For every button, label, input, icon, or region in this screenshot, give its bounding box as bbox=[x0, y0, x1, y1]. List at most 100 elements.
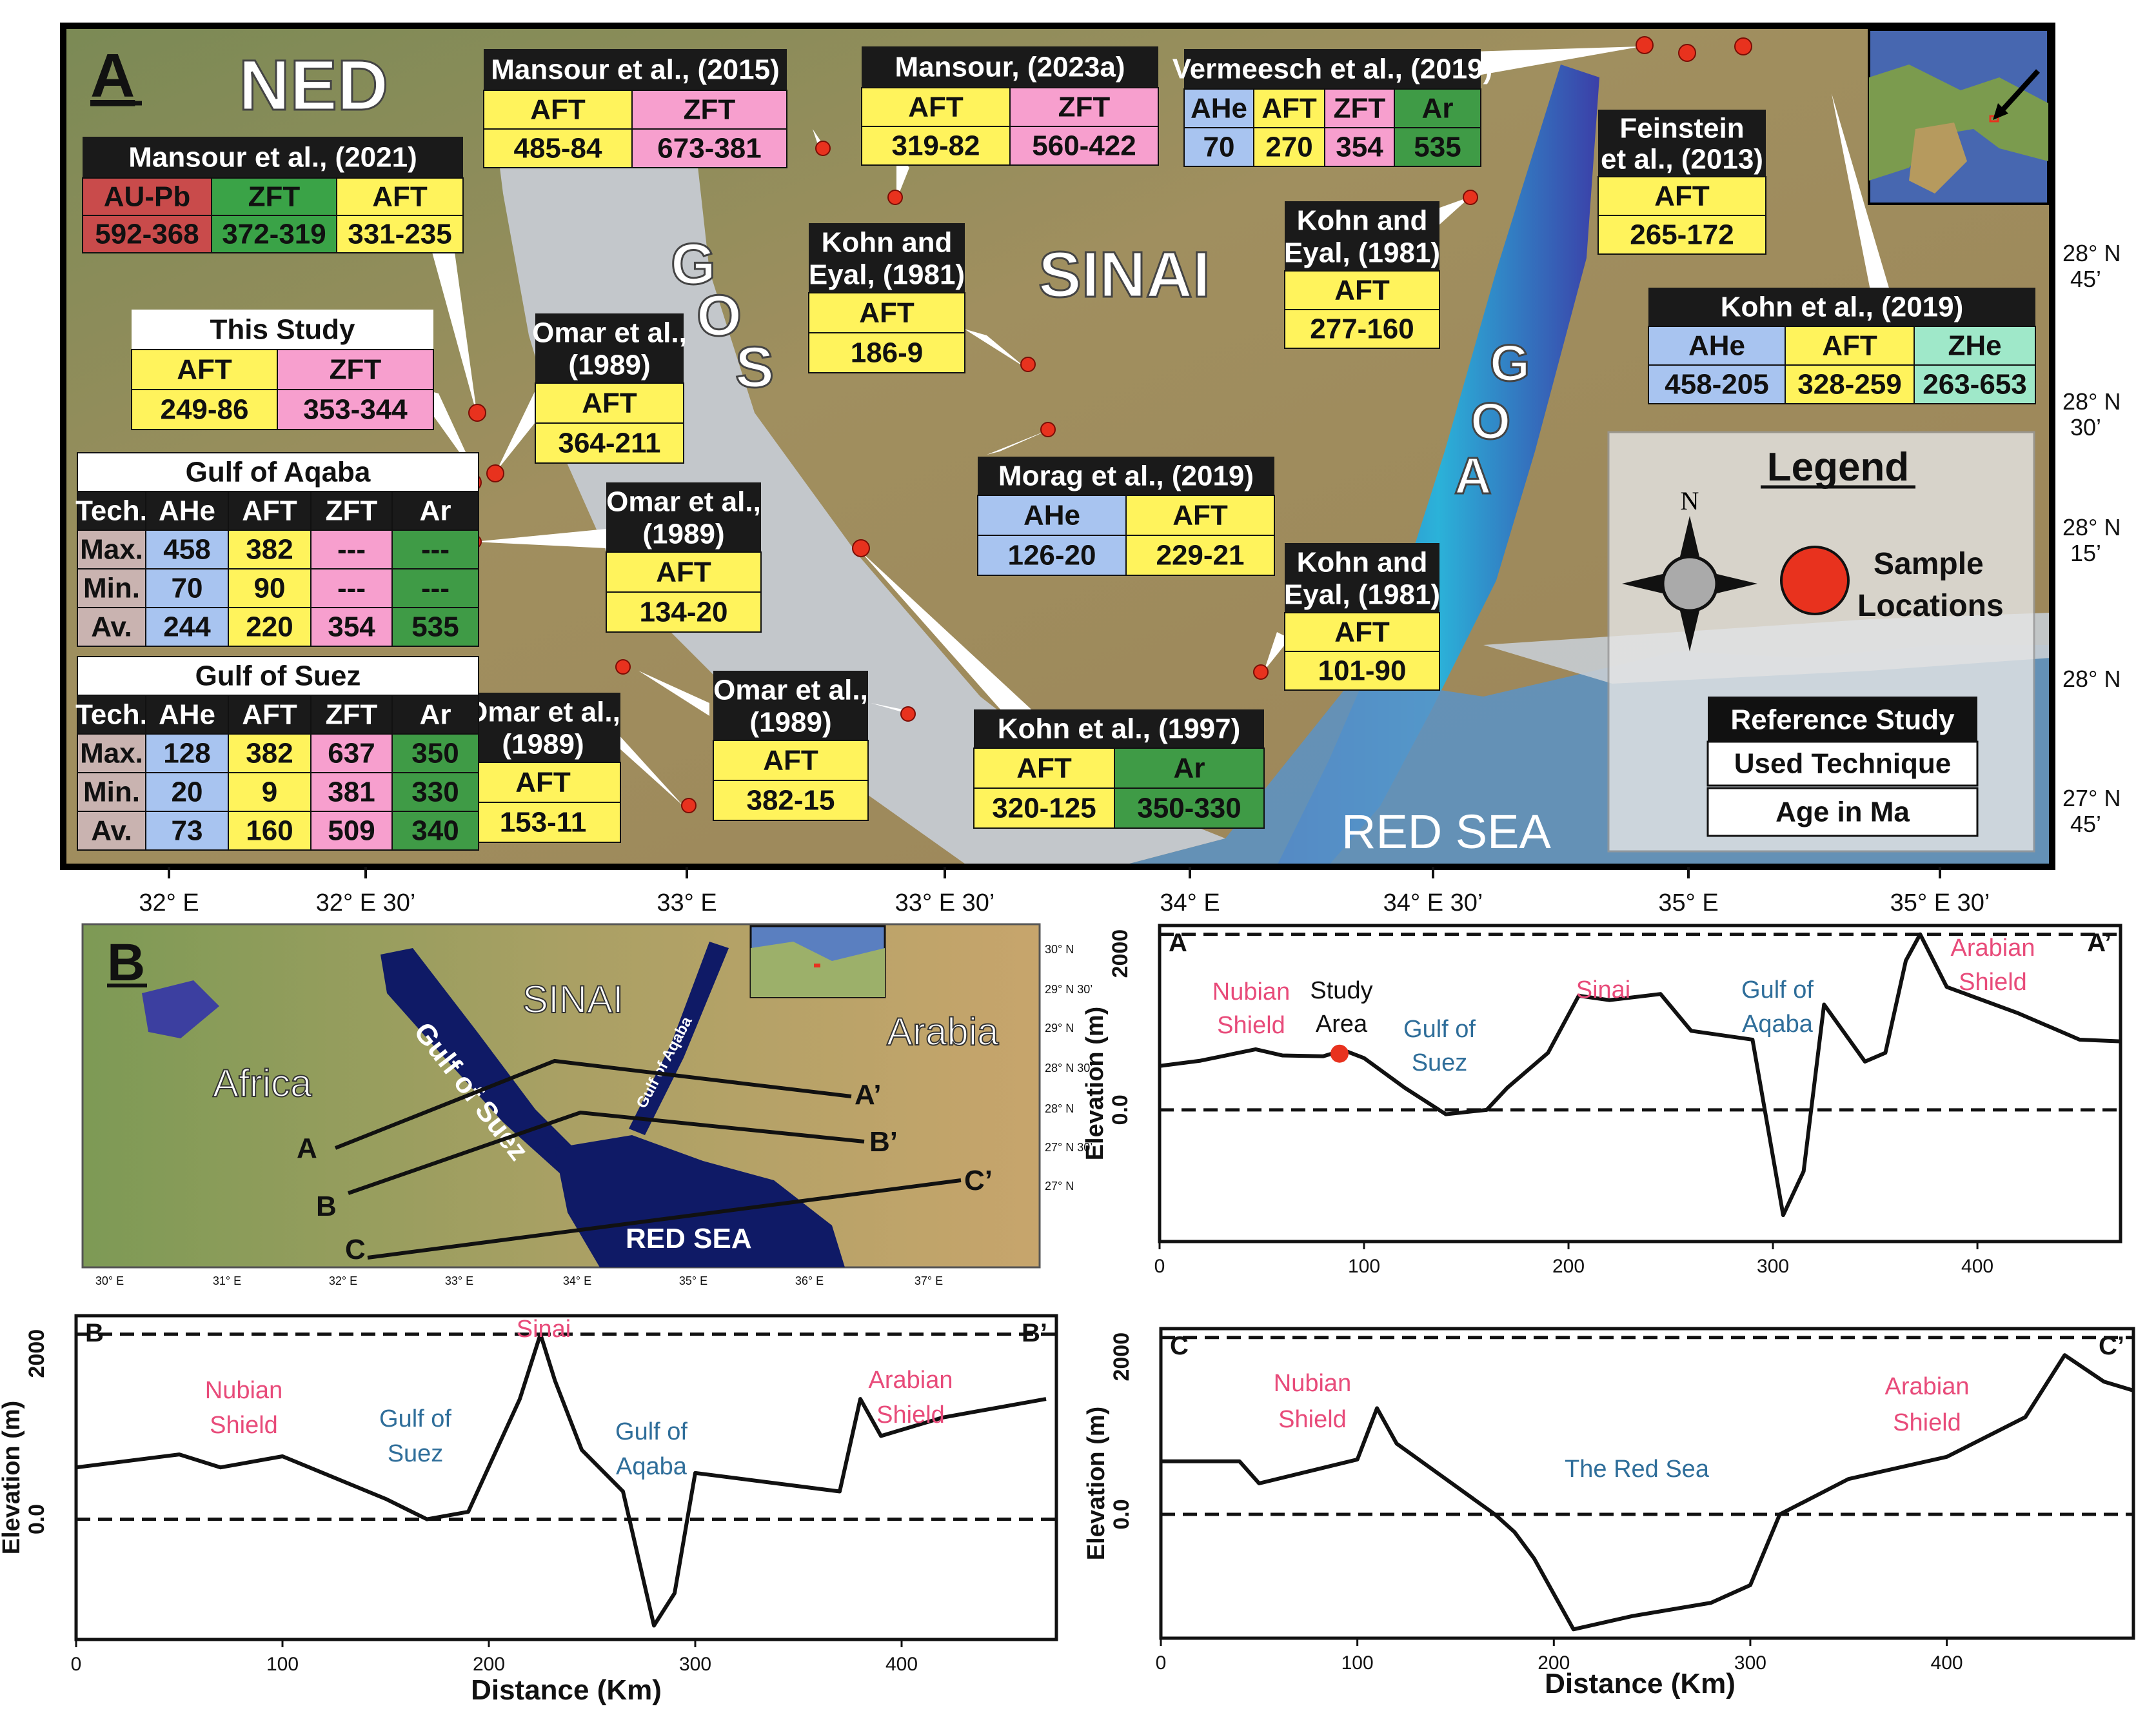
reference-box: Omar et al.,(1989) AFT 134-20 bbox=[606, 482, 762, 633]
latitude-tick: 27° N 30’ bbox=[1045, 1141, 1093, 1154]
legend-technique: Used Technique bbox=[1734, 748, 1952, 780]
x-tick: 400 bbox=[1961, 1256, 1993, 1277]
technique-label: ZFT bbox=[330, 354, 382, 386]
age-value: 126-20 bbox=[1007, 540, 1096, 571]
table-cell: Max. bbox=[80, 738, 143, 769]
table-cell: Min. bbox=[83, 777, 140, 808]
age-value: 354 bbox=[1336, 132, 1383, 163]
profile-b-start: B bbox=[316, 1191, 337, 1222]
map-b-gulf-suez bbox=[381, 948, 580, 1180]
technique-label: AHe bbox=[1191, 93, 1247, 124]
profile-label: Area bbox=[1316, 1011, 1368, 1038]
reference-title: Eyal, (1981) bbox=[1284, 237, 1440, 268]
age-value: 592-368 bbox=[95, 219, 199, 250]
table-cell: 381 bbox=[328, 777, 375, 808]
latitude-tick: 30° N bbox=[1045, 943, 1074, 956]
reference-title: Mansour et al., (2021) bbox=[128, 142, 417, 173]
profile-label: Shield bbox=[1893, 1409, 1961, 1436]
longitude-tick: 32° E bbox=[139, 889, 199, 916]
map-b-africa: Africa bbox=[213, 1062, 312, 1105]
map-b-arabia: Arabia bbox=[887, 1010, 999, 1053]
longitude-tick: 33° E bbox=[657, 889, 717, 916]
age-value: 560-422 bbox=[1032, 130, 1136, 162]
y-axis-label: Elevation (m) bbox=[1083, 1407, 1110, 1561]
latitude-tick: 28° N bbox=[1045, 1102, 1074, 1115]
profile-label: Nubian bbox=[1212, 978, 1290, 1005]
table-cell: 160 bbox=[246, 815, 293, 847]
profile-label: Gulf of bbox=[1403, 1016, 1476, 1043]
reference-box: Omar et al.,(1989) AFT 382-15 bbox=[713, 671, 869, 821]
technique-label: AFT bbox=[1261, 93, 1317, 124]
table-cell: Ar bbox=[420, 699, 451, 731]
profile-label: Sinai bbox=[517, 1316, 571, 1343]
table-cell: AHe bbox=[159, 495, 215, 527]
x-tick: 400 bbox=[885, 1654, 918, 1675]
map-b-nile-lake bbox=[142, 980, 219, 1038]
north-arrow-icon: N bbox=[1622, 486, 1757, 651]
technique-label: AFT bbox=[859, 297, 915, 329]
technique-label: AFT bbox=[177, 354, 232, 386]
technique-label: AU-Pb bbox=[104, 181, 190, 213]
legend-ref-study: Reference Study bbox=[1730, 704, 1955, 736]
table-cell: 244 bbox=[163, 611, 211, 643]
longitude-tick: 31° E bbox=[213, 1274, 241, 1287]
age-value: 353-344 bbox=[303, 394, 408, 426]
age-value: 364-211 bbox=[558, 428, 660, 459]
table-cell: Av. bbox=[91, 611, 132, 643]
map-b-sinai: SINAI bbox=[522, 978, 624, 1021]
sample-point bbox=[486, 464, 504, 482]
table-cell: 330 bbox=[411, 777, 459, 808]
table-cell: 509 bbox=[328, 815, 375, 847]
reference-title: Feinstein bbox=[1619, 113, 1744, 144]
reference-title: (1989) bbox=[642, 518, 724, 550]
sample-point bbox=[1678, 44, 1696, 62]
longitude-tick: 32° E 30’ bbox=[316, 889, 416, 916]
map-b-red-sea bbox=[555, 1135, 845, 1267]
profile-b-end: B’ bbox=[869, 1126, 898, 1158]
profile-label: Shield bbox=[1278, 1406, 1347, 1433]
gulf-of-aqaba-water bbox=[1277, 64, 1599, 866]
profile-label: Suez bbox=[1412, 1049, 1468, 1076]
x-tick: 100 bbox=[1348, 1256, 1380, 1277]
age-value: 458-205 bbox=[1665, 369, 1768, 401]
reference-title: et al., (2013) bbox=[1601, 143, 1763, 175]
table-cell: Tech. bbox=[75, 699, 148, 731]
x-tick: 300 bbox=[1734, 1652, 1766, 1674]
age-value: 263-653 bbox=[1923, 369, 2026, 401]
gulf-of-suez-table: Gulf of Suez Tech. AHe AFT ZFT Ar Max. 128 382 63… bbox=[75, 656, 479, 851]
panel-b-latitude-ticks: 30° N 29° N 30’ 29° N 28° N 30’ 28° N 27° N 3… bbox=[1045, 943, 1093, 1193]
sample-point bbox=[681, 798, 697, 813]
latitude-tick-min: 45’ bbox=[2070, 811, 2101, 837]
technique-label: AFT bbox=[515, 767, 571, 798]
reference-box: Vermeesch et al., (2019) AHe 70 AFT 270 ZFT 35… bbox=[1172, 49, 1492, 167]
latitude-tick: 29° N 30’ bbox=[1045, 983, 1093, 996]
profile-start: A bbox=[1169, 929, 1187, 957]
table-cell: 458 bbox=[163, 534, 210, 566]
x-tick: 100 bbox=[1341, 1652, 1374, 1674]
panel-a-latitude-ticks: 28° N45’28° N30’28° N15’28° N27° N45’ bbox=[2062, 240, 2121, 837]
technique-label: ZHe bbox=[1948, 330, 2001, 362]
sample-point bbox=[852, 539, 870, 557]
red-sea-label: RED SEA bbox=[1341, 805, 1552, 858]
table-cell: 382 bbox=[246, 534, 293, 566]
technique-label: AFT bbox=[582, 388, 637, 419]
profile-label: Gulf of bbox=[379, 1405, 451, 1432]
profile-end: A’ bbox=[2087, 929, 2111, 957]
study-area-point bbox=[1330, 1044, 1349, 1063]
technique-label: AFT bbox=[656, 557, 711, 588]
profile-label: Gulf of bbox=[615, 1418, 687, 1445]
technique-label: AHe bbox=[1024, 500, 1080, 531]
x-axis-label: Distance (Km) bbox=[471, 1674, 662, 1706]
sample-point bbox=[815, 141, 831, 156]
y-tick-0: 0.0 bbox=[1109, 1499, 1134, 1529]
reference-title: Omar et al., bbox=[606, 486, 761, 518]
legend-age: Age in Ma bbox=[1775, 797, 1910, 828]
technique-label: AFT bbox=[1172, 500, 1228, 531]
longitude-tick: 35° E bbox=[1658, 889, 1718, 916]
sinai-label: SINAI bbox=[1038, 239, 1211, 311]
table-cell: --- bbox=[337, 573, 366, 604]
profile-label: Shield bbox=[210, 1412, 278, 1439]
